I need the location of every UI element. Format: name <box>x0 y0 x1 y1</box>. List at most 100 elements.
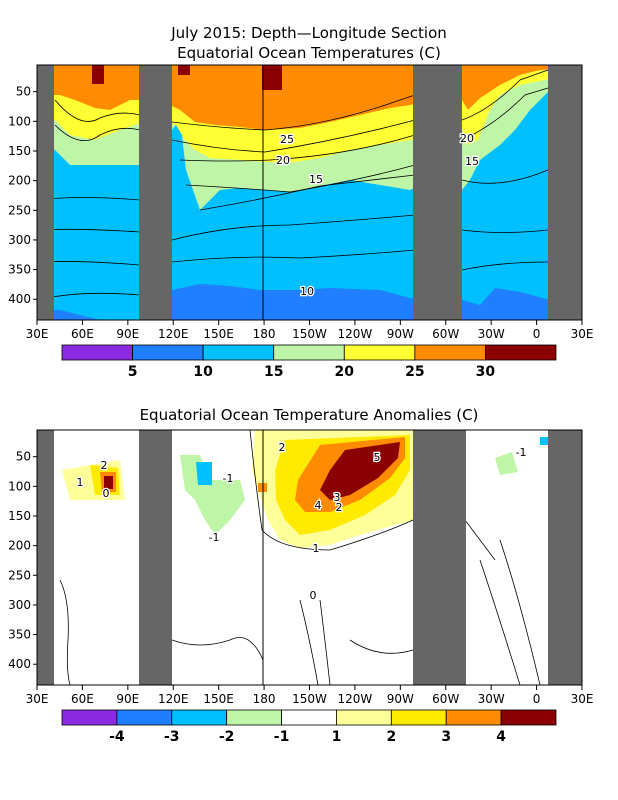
y-tick-label: 50 <box>16 450 31 464</box>
y-tick-label: 400 <box>8 657 31 671</box>
x-tick-label: 90E <box>116 692 139 706</box>
contour-label: 25 <box>280 133 294 146</box>
y-tick-label: 350 <box>8 628 31 642</box>
band-above-30-a <box>92 65 104 84</box>
temperature-contours <box>37 69 549 301</box>
x-tick-label: 30W <box>478 327 505 341</box>
anomaly-io-4 <box>104 476 113 489</box>
x-tick-label: 120W <box>338 327 373 341</box>
anomaly-contours <box>59 430 541 685</box>
legend-swatch <box>202 344 275 361</box>
land-south-america <box>413 65 462 320</box>
legend-1: 5 10 15 20 25 30 <box>61 344 557 380</box>
y-tick-label: 200 <box>8 539 31 553</box>
band-above-30-b <box>262 65 282 90</box>
temperature-field <box>37 65 582 320</box>
legend-label: 2 <box>386 729 396 745</box>
legend-label: -3 <box>164 729 180 745</box>
legend-swatch <box>171 709 228 726</box>
y-tick-label: 200 <box>8 174 31 188</box>
x-tick-label: 60W <box>432 327 459 341</box>
contour-label: 0 <box>310 589 317 602</box>
contour-label: 2 <box>279 441 286 454</box>
y-tick-label: 300 <box>8 598 31 612</box>
panel1-title: July 2015: Depth—Longitude Section <box>170 24 447 42</box>
anomaly-panel: Equatorial Ocean Temperature Anomalies (… <box>8 406 593 745</box>
contour-label: 2 <box>336 501 343 514</box>
y-tick-label: 100 <box>8 114 31 128</box>
x-tick-label: 30W <box>478 692 505 706</box>
contour-label: -1 <box>516 446 527 459</box>
legend-label: 30 <box>476 364 496 380</box>
legend-label: 15 <box>264 364 283 380</box>
legend-label: 5 <box>128 364 138 380</box>
land-south-america-2 <box>413 430 466 685</box>
legend-swatch <box>500 709 557 726</box>
legend-label: -4 <box>109 729 125 745</box>
contour-label: 10 <box>300 285 314 298</box>
legend-label: 4 <box>496 729 506 745</box>
legend-swatch <box>61 344 133 361</box>
anomaly-4-5 <box>320 442 400 500</box>
legend-swatch <box>273 344 345 361</box>
panel1-subtitle: Equatorial Ocean Temperatures (C) <box>177 44 441 62</box>
x-tick-label: 30E <box>26 327 49 341</box>
anomaly-neg-b <box>196 462 212 485</box>
x-tick-label: 90E <box>116 327 139 341</box>
legend-swatch <box>336 709 392 726</box>
y-ticks-1: 50 100 150 200 250 300 350 400 <box>8 85 37 306</box>
contour-label: 20 <box>460 132 474 145</box>
x-tick-label: 0 <box>533 692 541 706</box>
land-indonesia <box>139 65 172 320</box>
x-ticks-2: 30E 60E 90E 120E 150E 180 150W 120W 90W 60W 30W 0 30… <box>26 685 594 706</box>
contour-labels-1: 25 20 15 10 20 15 <box>275 131 481 300</box>
anomaly-field <box>37 430 582 685</box>
y-tick-label: 250 <box>8 568 31 582</box>
legend-label: 1 <box>332 729 342 745</box>
anomaly-neg-a <box>180 455 245 535</box>
y-tick-label: 400 <box>8 292 31 306</box>
legend-swatch <box>61 709 118 726</box>
legend-label: 3 <box>441 729 451 745</box>
contour-label: 4 <box>315 499 322 512</box>
panel2-title: Equatorial Ocean Temperature Anomalies (… <box>140 406 479 424</box>
anomaly-neg-c <box>495 452 518 475</box>
legend-swatch <box>414 344 486 361</box>
legend-swatch <box>226 709 282 726</box>
temperature-panel: July 2015: Depth—Longitude Section Equat… <box>8 24 593 380</box>
land-africa-2 <box>37 430 54 685</box>
legend-2: -4 -3 -2 -1 1 2 3 4 <box>61 709 557 745</box>
legend-label: -1 <box>274 729 290 745</box>
contour-label: 1 <box>313 542 320 555</box>
land-masks-1 <box>37 65 582 320</box>
x-tick-label: 0 <box>533 327 541 341</box>
x-tick-label: 180 <box>253 327 276 341</box>
legend-label: 25 <box>405 364 424 380</box>
legend-label: 20 <box>335 364 355 380</box>
land-africa-east-2 <box>548 430 582 685</box>
x-tick-label: 30E <box>571 327 594 341</box>
x-tick-label: 150W <box>292 692 327 706</box>
x-tick-label: 150E <box>203 327 234 341</box>
x-tick-label: 60E <box>71 327 94 341</box>
anomaly-neg-d <box>540 437 548 445</box>
y-tick-label: 150 <box>8 144 31 158</box>
y-ticks-2: 50 100 150 200 250 300 350 400 <box>8 450 37 671</box>
contour-label: 5 <box>374 451 381 464</box>
x-tick-label: 90W <box>387 692 414 706</box>
x-tick-label: 120E <box>158 692 189 706</box>
x-tick-label: 60W <box>432 692 459 706</box>
land-africa <box>37 65 54 320</box>
legend-swatch <box>281 709 337 726</box>
x-tick-label: 30E <box>571 692 594 706</box>
legend-swatch <box>485 344 557 361</box>
y-tick-label: 50 <box>16 85 31 99</box>
contour-label: 3 <box>334 491 341 504</box>
legend-swatch <box>445 709 502 726</box>
land-masks-2 <box>37 430 582 685</box>
contour-label: 20 <box>276 154 290 167</box>
legend-label: -2 <box>219 729 235 745</box>
y-tick-label: 300 <box>8 233 31 247</box>
band-above-30-c <box>178 65 190 75</box>
